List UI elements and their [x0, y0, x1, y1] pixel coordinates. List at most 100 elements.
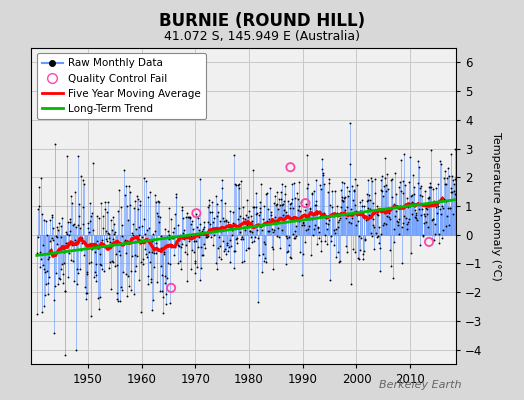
Point: [170, 252, 178, 258]
Point: [148, 238, 157, 244]
Point: [215, 254, 223, 260]
Point: [335, 217, 344, 224]
Point: [342, 215, 350, 222]
Point: [95, 305, 103, 312]
Point: [337, 194, 346, 200]
Point: [395, 184, 403, 191]
Point: [74, 270, 83, 276]
Point: [221, 217, 230, 224]
Point: [156, 288, 164, 294]
Point: [375, 224, 384, 230]
Point: [288, 196, 297, 202]
Point: [84, 225, 92, 231]
Point: [451, 146, 459, 152]
Point: [114, 298, 122, 304]
Point: [382, 188, 390, 195]
Point: [242, 247, 250, 254]
Point: [51, 141, 59, 148]
Point: [239, 236, 247, 242]
Point: [168, 234, 176, 240]
Point: [343, 184, 351, 190]
Point: [341, 194, 349, 200]
Point: [232, 182, 240, 188]
Point: [379, 193, 387, 199]
Point: [377, 177, 385, 183]
Point: [332, 226, 340, 233]
Point: [424, 194, 433, 200]
Point: [209, 219, 217, 225]
Point: [187, 233, 195, 239]
Point: [270, 200, 279, 206]
Point: [312, 176, 321, 183]
Point: [436, 161, 445, 168]
Point: [259, 203, 268, 210]
Point: [100, 268, 108, 274]
Point: [288, 181, 296, 188]
Point: [184, 214, 192, 220]
Point: [362, 214, 370, 221]
Point: [269, 229, 277, 236]
Point: [335, 257, 344, 264]
Point: [179, 215, 187, 222]
Point: [201, 245, 210, 251]
Point: [345, 188, 353, 194]
Point: [345, 120, 354, 126]
Point: [219, 238, 227, 244]
Point: [204, 204, 212, 210]
Point: [273, 189, 281, 195]
Point: [84, 220, 93, 226]
Point: [249, 204, 257, 210]
Point: [211, 226, 219, 233]
Point: [386, 216, 394, 222]
Point: [410, 207, 419, 213]
Point: [167, 216, 176, 222]
Point: [113, 296, 122, 302]
Point: [144, 281, 152, 287]
Point: [181, 249, 189, 255]
Point: [43, 268, 51, 274]
Point: [198, 252, 206, 258]
Point: [291, 228, 299, 234]
Point: [38, 211, 46, 217]
Point: [426, 180, 434, 186]
Point: [104, 231, 113, 237]
Point: [165, 235, 173, 242]
Point: [338, 179, 346, 186]
Point: [400, 182, 409, 188]
Point: [143, 227, 151, 233]
Point: [125, 283, 133, 290]
Point: [300, 222, 308, 228]
Point: [195, 276, 204, 283]
Point: [149, 231, 157, 237]
Point: [196, 176, 204, 182]
Point: [61, 288, 70, 294]
Point: [108, 214, 117, 221]
Point: [56, 276, 64, 283]
Point: [422, 206, 431, 212]
Point: [245, 245, 253, 252]
Point: [134, 196, 142, 202]
Point: [425, 239, 433, 245]
Point: [107, 286, 115, 293]
Point: [269, 246, 278, 252]
Point: [332, 202, 341, 209]
Point: [339, 197, 347, 203]
Point: [147, 275, 155, 282]
Point: [166, 260, 174, 267]
Point: [132, 226, 140, 232]
Point: [414, 164, 423, 170]
Point: [243, 197, 252, 204]
Point: [325, 217, 333, 223]
Point: [146, 189, 154, 196]
Text: Berkeley Earth: Berkeley Earth: [379, 380, 461, 390]
Point: [411, 212, 420, 219]
Point: [143, 253, 151, 260]
Point: [329, 212, 337, 218]
Point: [182, 242, 190, 248]
Point: [194, 227, 203, 233]
Point: [173, 234, 181, 240]
Point: [427, 184, 435, 190]
Point: [221, 246, 229, 252]
Point: [97, 261, 105, 268]
Point: [222, 250, 231, 257]
